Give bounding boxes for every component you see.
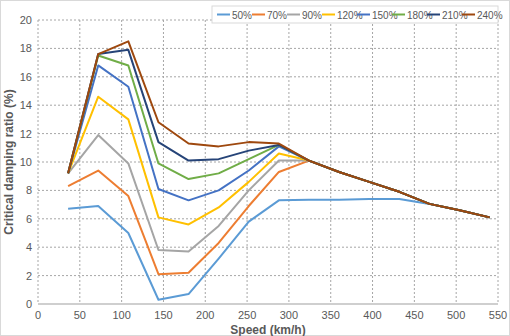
y-tick-label: 18 xyxy=(20,42,32,54)
y-grid-line xyxy=(38,105,498,106)
series-line xyxy=(68,161,490,275)
series-line xyxy=(68,65,490,217)
x-grid-line xyxy=(205,20,206,304)
x-grid-line xyxy=(330,20,331,304)
x-grid-line xyxy=(163,20,164,304)
legend-box xyxy=(212,6,498,23)
y-grid-line xyxy=(38,48,498,49)
x-tick-label: 400 xyxy=(363,309,381,321)
y-grid-line xyxy=(38,304,498,305)
y-tick-label: 2 xyxy=(26,270,32,282)
series-line xyxy=(68,41,490,217)
legend-swatch xyxy=(252,14,265,16)
x-grid-line xyxy=(414,20,415,304)
x-grid-line xyxy=(247,20,248,304)
y-grid-line xyxy=(38,218,498,219)
legend-swatch xyxy=(217,14,230,16)
x-tick-label: 350 xyxy=(322,309,340,321)
x-axis-line xyxy=(38,304,498,305)
x-tick-label: 250 xyxy=(238,309,256,321)
x-grid-line xyxy=(288,20,289,304)
series-line xyxy=(68,97,490,225)
chart: 0246810121416182005010015020025030035040… xyxy=(0,0,510,336)
y-grid-line xyxy=(38,76,498,77)
x-tick-label: 450 xyxy=(405,309,423,321)
x-grid-line xyxy=(372,20,373,304)
x-grid-line xyxy=(498,20,499,304)
legend: 50%70%90%120%150%180%210%240% xyxy=(212,6,503,23)
x-tick-label: 300 xyxy=(280,309,298,321)
legend-label: 240% xyxy=(477,10,503,21)
x-tick-label: 150 xyxy=(154,309,172,321)
legend-swatch xyxy=(462,14,475,16)
y-grid-line xyxy=(38,133,498,134)
series-line xyxy=(68,199,490,300)
legend-swatch xyxy=(287,14,300,16)
y-grid-line xyxy=(38,275,498,276)
y-tick-label: 6 xyxy=(26,213,32,225)
y-tick-label: 0 xyxy=(26,298,32,310)
y-tick-label: 12 xyxy=(20,128,32,140)
legend-label: 70% xyxy=(267,10,287,21)
y-tick-label: 16 xyxy=(20,71,32,83)
legend-swatch xyxy=(322,14,335,16)
x-tick-label: 50 xyxy=(74,309,86,321)
x-tick-label: 0 xyxy=(35,309,41,321)
x-grid-line xyxy=(38,20,39,304)
y-tick-label: 20 xyxy=(20,14,32,26)
x-grid-line xyxy=(79,20,80,304)
series-line xyxy=(68,56,490,218)
series-line xyxy=(68,50,490,218)
plot-area xyxy=(68,41,490,299)
x-tick-label: 200 xyxy=(196,309,214,321)
y-tick-label: 4 xyxy=(26,241,32,253)
legend-label: 90% xyxy=(302,10,322,21)
chart-border xyxy=(1,1,510,336)
legend-label: 50% xyxy=(232,10,252,21)
y-tick-label: 10 xyxy=(20,156,32,168)
legend-swatch xyxy=(427,14,440,16)
y-grid-line xyxy=(38,190,498,191)
y-tick-label: 14 xyxy=(20,99,32,111)
x-tick-label: 550 xyxy=(489,309,507,321)
y-axis-title: Critical damping ratio (%) xyxy=(2,89,16,234)
legend-swatch xyxy=(357,14,370,16)
grid xyxy=(38,20,498,304)
y-grid-line xyxy=(38,247,498,248)
x-tick-label: 100 xyxy=(112,309,130,321)
legend-swatch xyxy=(392,14,405,16)
x-tick-label: 500 xyxy=(447,309,465,321)
y-tick-label: 8 xyxy=(26,184,32,196)
x-axis-title: Speed (km/h) xyxy=(230,323,305,336)
x-grid-line xyxy=(456,20,457,304)
y-grid-line xyxy=(38,162,498,163)
